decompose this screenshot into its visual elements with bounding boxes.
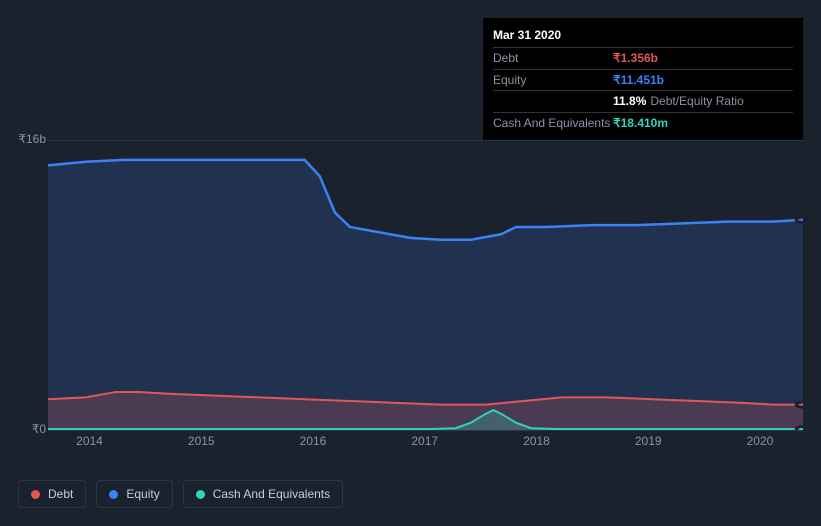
x-tick-label: 2019 bbox=[635, 434, 662, 448]
legend-label: Equity bbox=[126, 487, 159, 501]
legend-item-equity[interactable]: Equity bbox=[96, 480, 172, 508]
legend-item-cash[interactable]: Cash And Equivalents bbox=[183, 480, 343, 508]
legend-label: Debt bbox=[48, 487, 73, 501]
y-tick-label: ₹0 bbox=[18, 422, 46, 436]
x-tick-label: 2016 bbox=[300, 434, 327, 448]
plot-area[interactable] bbox=[48, 140, 803, 430]
tooltip-label: Equity bbox=[493, 72, 613, 89]
legend-dot-icon bbox=[109, 490, 118, 499]
x-tick-label: 2017 bbox=[411, 434, 438, 448]
x-tick-label: 2020 bbox=[747, 434, 774, 448]
end-marker-cash[interactable] bbox=[796, 426, 803, 430]
x-tick-label: 2015 bbox=[188, 434, 215, 448]
tooltip-date: Mar 31 2020 bbox=[493, 24, 793, 48]
legend-dot-icon bbox=[31, 490, 40, 499]
y-tick-label: ₹16b bbox=[18, 132, 46, 146]
end-marker-equity[interactable] bbox=[796, 217, 803, 222]
tooltip-row-debt: Debt ₹1.356b bbox=[493, 48, 793, 70]
legend-label: Cash And Equivalents bbox=[213, 487, 330, 501]
legend-dot-icon bbox=[196, 490, 205, 499]
tooltip-value-equity: ₹11.451b bbox=[613, 72, 793, 89]
series-area-equity[interactable] bbox=[48, 160, 803, 430]
tooltip-label bbox=[493, 93, 613, 110]
legend-item-debt[interactable]: Debt bbox=[18, 480, 86, 508]
x-tick-label: 2018 bbox=[523, 434, 550, 448]
tooltip-row-equity: Equity ₹11.451b bbox=[493, 70, 793, 92]
chart-legend: Debt Equity Cash And Equivalents bbox=[18, 480, 343, 508]
tooltip-value-ratio: 11.8%Debt/Equity Ratio bbox=[613, 93, 793, 110]
tooltip-value-debt: ₹1.356b bbox=[613, 50, 793, 67]
gridline bbox=[48, 430, 803, 431]
x-axis-labels: 2014 2015 2016 2017 2018 2019 2020 bbox=[48, 434, 803, 450]
area-chart[interactable]: ₹16b ₹0 2014 2015 2016 2017 2018 2019 2020 bbox=[18, 120, 803, 450]
tooltip-label: Debt bbox=[493, 50, 613, 67]
end-marker-debt[interactable] bbox=[796, 402, 803, 407]
tooltip-row-ratio: 11.8%Debt/Equity Ratio bbox=[493, 91, 793, 113]
x-tick-label: 2014 bbox=[76, 434, 103, 448]
